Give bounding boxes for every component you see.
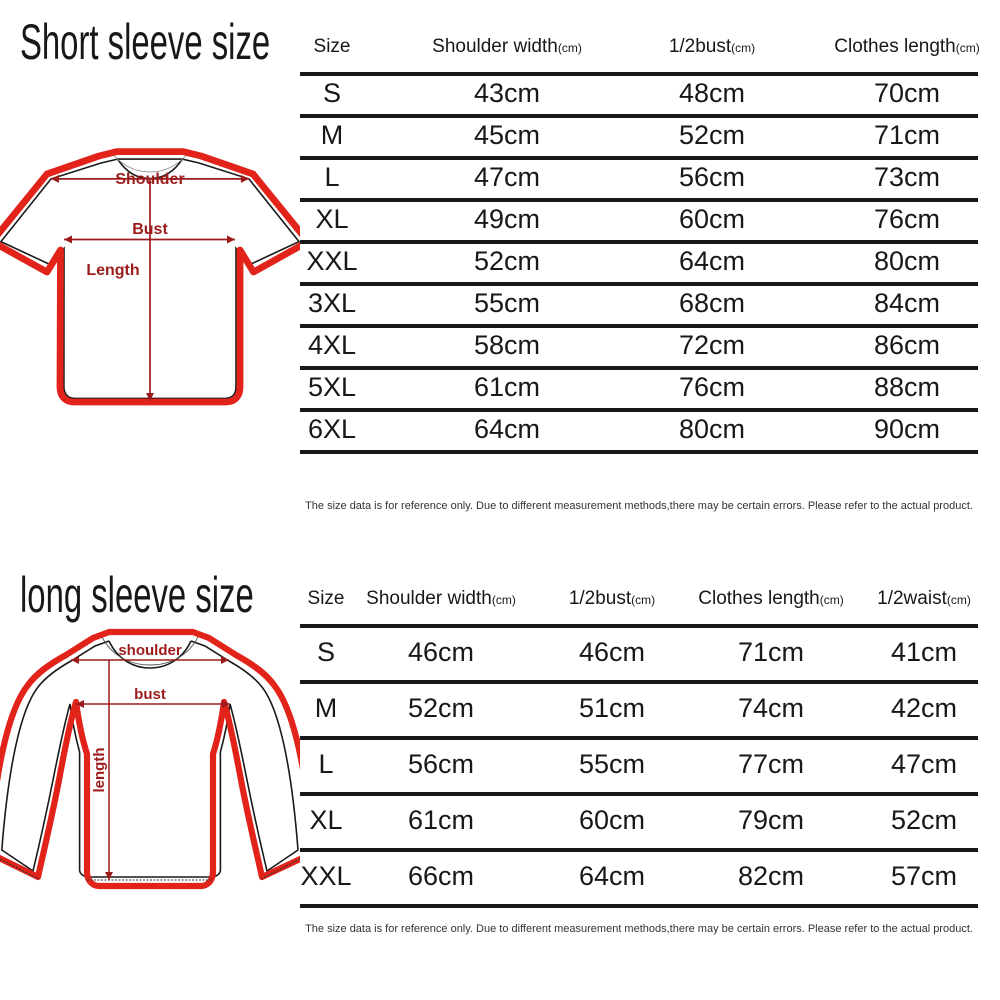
- svg-text:Length: Length: [86, 262, 139, 279]
- svg-text:bust: bust: [134, 686, 166, 703]
- svg-text:length: length: [91, 748, 108, 793]
- svg-text:shoulder: shoulder: [118, 642, 182, 659]
